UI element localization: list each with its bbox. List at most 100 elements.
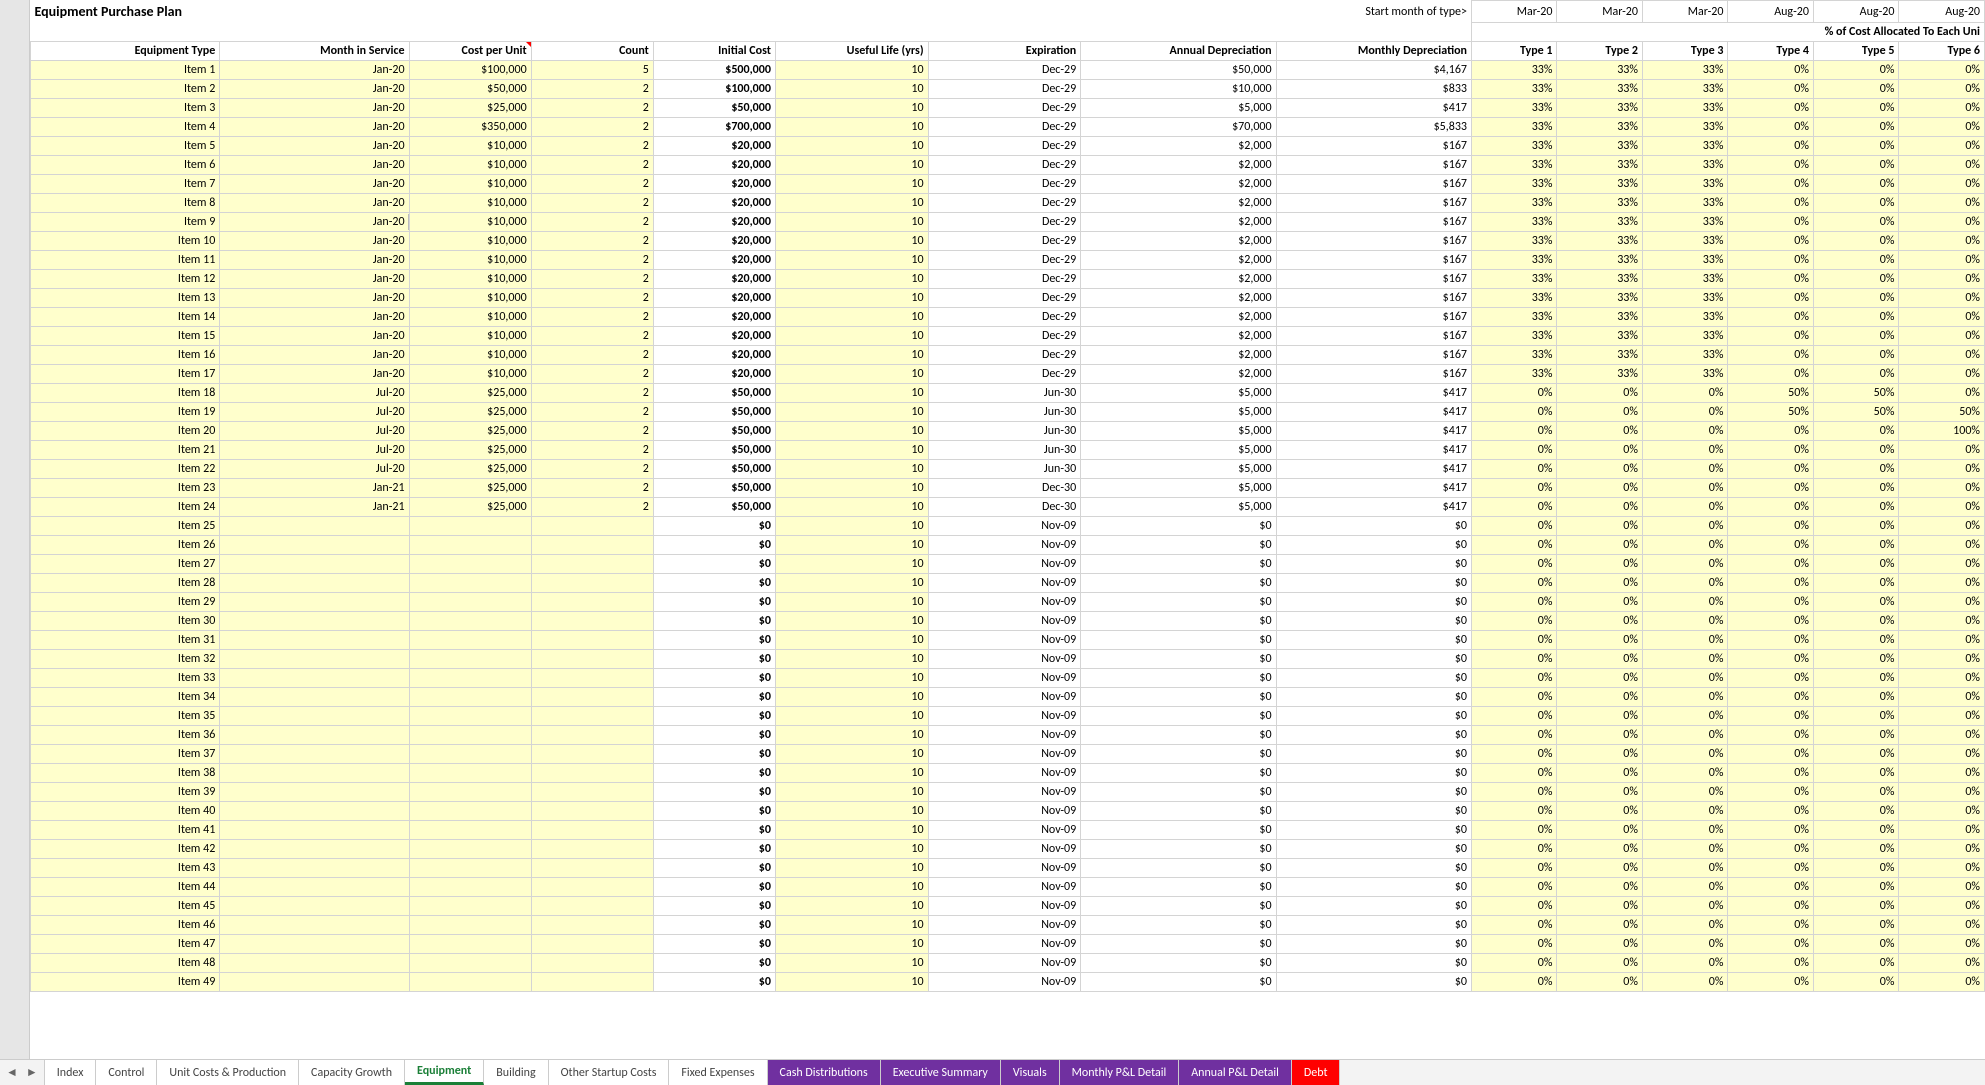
cell-type-3[interactable]: 33% — [1642, 99, 1727, 118]
cell-type-3[interactable]: 0% — [1642, 726, 1727, 745]
cell-annual-dep[interactable]: $5,000 — [1081, 479, 1276, 498]
cell-item[interactable]: Item 25 — [31, 517, 220, 536]
cell-month[interactable]: Jan-20 — [220, 289, 409, 308]
cell-type-2[interactable]: 0% — [1557, 859, 1642, 878]
cell-month[interactable] — [220, 973, 409, 992]
cell-useful-life[interactable]: 10 — [775, 612, 928, 631]
cell-type-5[interactable]: 0% — [1813, 194, 1898, 213]
cell-type-6[interactable]: 0% — [1899, 346, 1985, 365]
cell-type-5[interactable]: 0% — [1813, 555, 1898, 574]
cell-type-6[interactable]: 0% — [1899, 631, 1985, 650]
cell-item[interactable]: Item 21 — [31, 441, 220, 460]
cell-expiration[interactable]: Nov-09 — [928, 802, 1081, 821]
cell-monthly-dep[interactable]: $417 — [1276, 479, 1471, 498]
cell-item[interactable]: Item 36 — [31, 726, 220, 745]
cell-cost-unit[interactable]: $50,000 — [409, 80, 531, 99]
cell-monthly-dep[interactable]: $0 — [1276, 536, 1471, 555]
cell-month[interactable] — [220, 612, 409, 631]
cell-initial-cost[interactable]: $0 — [653, 859, 775, 878]
cell-monthly-dep[interactable]: $0 — [1276, 973, 1471, 992]
cell-type-3[interactable]: 0% — [1642, 517, 1727, 536]
cell-type-5[interactable]: 0% — [1813, 878, 1898, 897]
cell-item[interactable]: Item 20 — [31, 422, 220, 441]
cell-month[interactable] — [220, 745, 409, 764]
alloc-header[interactable]: % of Cost Allocated To Each Uni — [1471, 23, 1984, 42]
cell-count[interactable]: 2 — [531, 137, 653, 156]
cell-type-1[interactable]: 33% — [1471, 156, 1556, 175]
cell-type-2[interactable]: 0% — [1557, 555, 1642, 574]
cell-expiration[interactable]: Nov-09 — [928, 897, 1081, 916]
cell-initial-cost[interactable]: $0 — [653, 726, 775, 745]
cell-initial-cost[interactable]: $50,000 — [653, 422, 775, 441]
cell-cost-unit[interactable] — [409, 764, 531, 783]
cell-type-4[interactable]: 0% — [1728, 61, 1813, 80]
cell-type-3[interactable]: 33% — [1642, 156, 1727, 175]
cell-expiration[interactable]: Dec-30 — [928, 479, 1081, 498]
cell-cost-unit[interactable] — [409, 783, 531, 802]
cell-type-6[interactable]: 0% — [1899, 327, 1985, 346]
cell-type-5[interactable]: 0% — [1813, 954, 1898, 973]
cell-expiration[interactable]: Nov-09 — [928, 555, 1081, 574]
cell-useful-life[interactable]: 10 — [775, 460, 928, 479]
cell-type-3[interactable]: 0% — [1642, 536, 1727, 555]
cell-type-6[interactable]: 0% — [1899, 536, 1985, 555]
cell-monthly-dep[interactable]: $0 — [1276, 802, 1471, 821]
cell-useful-life[interactable]: 10 — [775, 555, 928, 574]
cell-annual-dep[interactable]: $2,000 — [1081, 194, 1276, 213]
cell-type-3[interactable]: 33% — [1642, 365, 1727, 384]
col-header-8[interactable]: Monthly Depreciation — [1276, 42, 1471, 61]
cell-type-4[interactable]: 0% — [1728, 935, 1813, 954]
cell-type-6[interactable]: 0% — [1899, 213, 1985, 232]
cell-type-1[interactable]: 33% — [1471, 308, 1556, 327]
cell-type-6[interactable]: 0% — [1899, 840, 1985, 859]
cell-type-2[interactable]: 0% — [1557, 688, 1642, 707]
cell-type-1[interactable]: 33% — [1471, 232, 1556, 251]
cell-type-2[interactable]: 33% — [1557, 232, 1642, 251]
cell-cost-unit[interactable] — [409, 878, 531, 897]
cell-item[interactable]: Item 19 — [31, 403, 220, 422]
cell-initial-cost[interactable]: $20,000 — [653, 194, 775, 213]
cell-useful-life[interactable]: 10 — [775, 365, 928, 384]
cell-expiration[interactable]: Dec-29 — [928, 61, 1081, 80]
cell-month[interactable]: Jul-20 — [220, 403, 409, 422]
cell-initial-cost[interactable]: $20,000 — [653, 232, 775, 251]
cell-type-5[interactable]: 0% — [1813, 935, 1898, 954]
cell-annual-dep[interactable]: $0 — [1081, 783, 1276, 802]
cell-type-2[interactable]: 0% — [1557, 878, 1642, 897]
cell-item[interactable]: Item 13 — [31, 289, 220, 308]
cell-type-5[interactable]: 0% — [1813, 745, 1898, 764]
cell-expiration[interactable]: Nov-09 — [928, 973, 1081, 992]
col-header-10[interactable]: Type 2 — [1557, 42, 1642, 61]
cell-annual-dep[interactable]: $0 — [1081, 536, 1276, 555]
cell-annual-dep[interactable]: $2,000 — [1081, 232, 1276, 251]
col-header-9[interactable]: Type 1 — [1471, 42, 1556, 61]
cell-type-1[interactable]: 0% — [1471, 840, 1556, 859]
sheet-tab-building[interactable]: Building — [484, 1060, 548, 1085]
cell-count[interactable] — [531, 821, 653, 840]
cell-annual-dep[interactable]: $0 — [1081, 745, 1276, 764]
cell-expiration[interactable]: Nov-09 — [928, 536, 1081, 555]
cell-month[interactable]: Jan-20 — [220, 156, 409, 175]
cell-cost-unit[interactable]: $10,000 — [409, 137, 531, 156]
cell-count[interactable]: 2 — [531, 99, 653, 118]
cell-type-1[interactable]: 0% — [1471, 802, 1556, 821]
cell-cost-unit[interactable] — [409, 593, 531, 612]
cell-item[interactable]: Item 30 — [31, 612, 220, 631]
cell-count[interactable] — [531, 574, 653, 593]
cell-annual-dep[interactable]: $2,000 — [1081, 156, 1276, 175]
cell-cost-unit[interactable]: $10,000 — [409, 251, 531, 270]
cell-type-3[interactable]: 0% — [1642, 688, 1727, 707]
cell-type-3[interactable]: 0% — [1642, 916, 1727, 935]
cell-type-3[interactable]: 0% — [1642, 574, 1727, 593]
cell-type-4[interactable]: 0% — [1728, 80, 1813, 99]
cell-useful-life[interactable]: 10 — [775, 954, 928, 973]
cell-type-2[interactable]: 0% — [1557, 764, 1642, 783]
cell-month[interactable] — [220, 821, 409, 840]
cell-expiration[interactable]: Dec-29 — [928, 251, 1081, 270]
cell-type-5[interactable]: 0% — [1813, 688, 1898, 707]
cell-count[interactable]: 2 — [531, 80, 653, 99]
cell-initial-cost[interactable]: $0 — [653, 707, 775, 726]
cell-type-3[interactable]: 0% — [1642, 460, 1727, 479]
cell-cost-unit[interactable]: $25,000 — [409, 403, 531, 422]
cell-type-4[interactable]: 0% — [1728, 764, 1813, 783]
